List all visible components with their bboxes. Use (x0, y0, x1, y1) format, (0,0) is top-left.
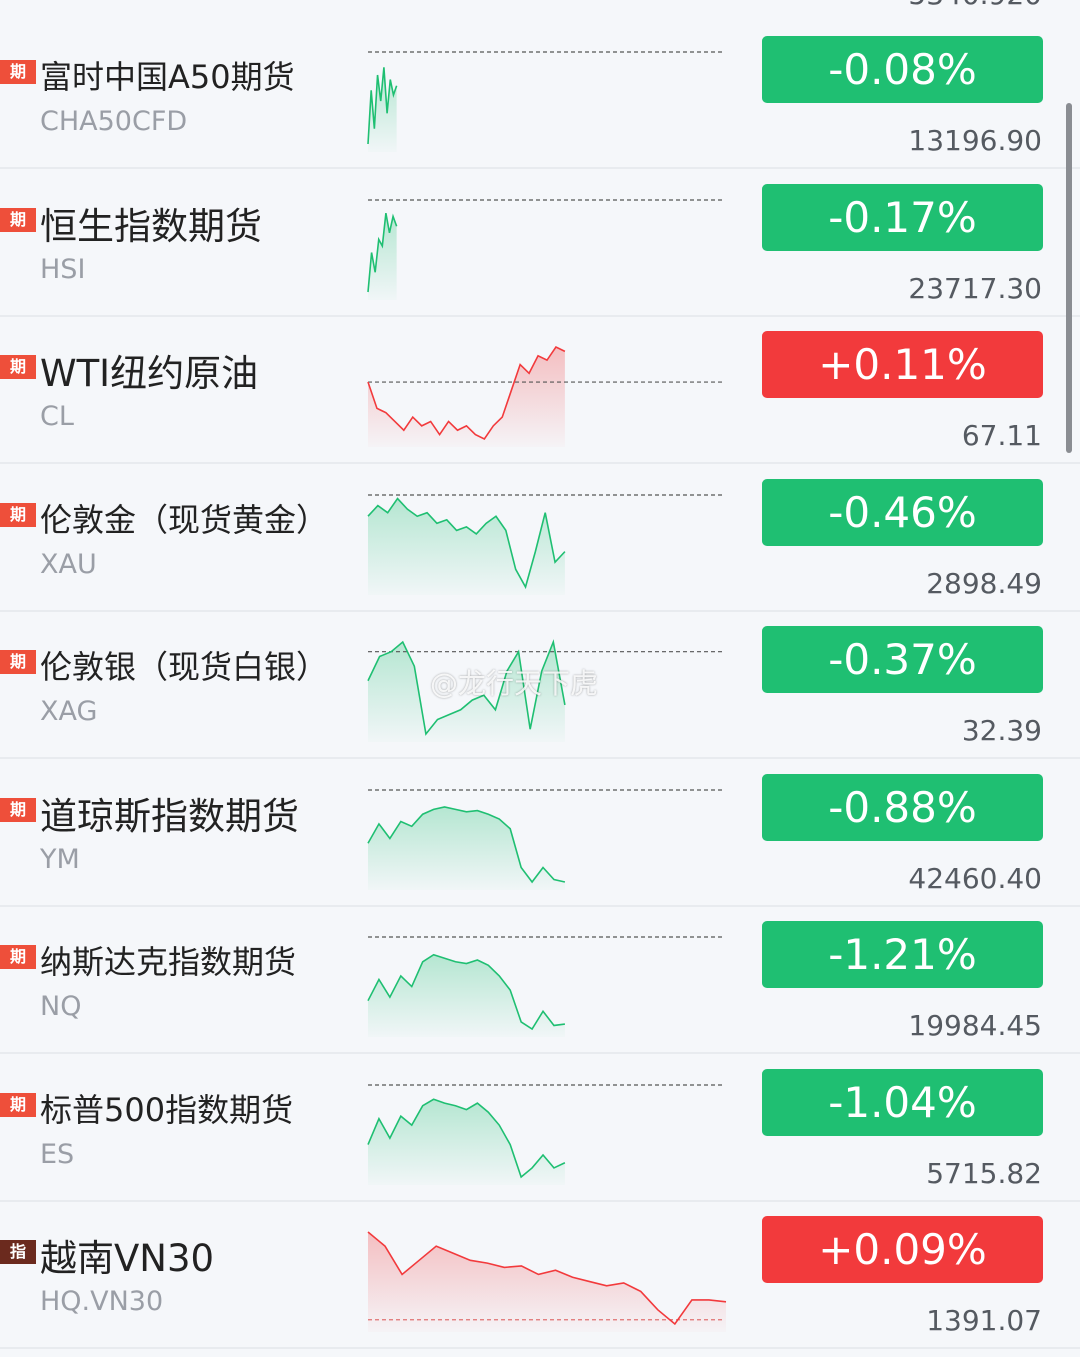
quote-row[interactable]: 指 越南VN30 HQ.VN30 +0.09% 1391.07 (0, 1202, 1080, 1349)
last-price: 42460.40 (908, 861, 1042, 895)
last-price: 1391.07 (926, 1304, 1042, 1337)
futures-badge: 期 (0, 650, 36, 674)
sparkline (367, 198, 724, 300)
sparkline (367, 1083, 724, 1185)
instrument-name: 伦敦金（现货黄金） (40, 500, 329, 539)
change-button[interactable]: -1.04% (762, 1068, 1043, 1136)
quote-row[interactable]: 期 伦敦银（现货白银） XAG -0.37% 32.39 (0, 612, 1080, 759)
futures-badge: 期 (0, 945, 36, 969)
instrument-code: ES (40, 1138, 75, 1170)
last-price: 13196.90 (908, 124, 1042, 157)
change-button[interactable]: -1.21% (762, 921, 1043, 988)
instrument-name: 富时中国A50期货 (40, 58, 295, 96)
quote-row[interactable]: 期 道琼斯指数期货 YM -0.88% 42460.40 (0, 760, 1080, 907)
instrument-code: CHA50CFD (40, 106, 188, 137)
instrument-code: XAU (40, 548, 97, 580)
sparkline (367, 345, 724, 447)
instrument-code: HQ.VN30 (40, 1286, 164, 1317)
change-button[interactable]: +0.09% (762, 1216, 1043, 1283)
futures-badge: 期 (0, 207, 36, 232)
sparkline (367, 51, 724, 152)
quote-row[interactable]: 期 标普500指数期货 ES -1.04% 5715.82 (0, 1055, 1080, 1202)
sparkline-area (368, 498, 565, 595)
instrument-code: NQ (40, 991, 82, 1022)
futures-badge: 期 (0, 60, 36, 84)
quote-row[interactable]: 期 伦敦金（现货黄金） XAU -0.46% 2898.49 (0, 465, 1080, 612)
instrument-code: YM (40, 843, 80, 875)
previous-row-price: 5340.920 (908, 0, 1042, 11)
last-price: 32.39 (961, 714, 1042, 747)
sparkline (367, 639, 724, 742)
sparkline-line (367, 805, 566, 883)
instrument-name: 标普500指数期货 (40, 1090, 294, 1129)
sparkline-area (368, 212, 397, 300)
quote-row[interactable]: 期 富时中国A50期货 CHA50CFD -0.08% 13196.90 (0, 22, 1080, 169)
sparkline-line (367, 1231, 727, 1326)
last-price: 5715.82 (926, 1156, 1042, 1190)
sparkline-area (368, 642, 565, 742)
sparkline (367, 788, 724, 890)
last-price: 67.11 (961, 419, 1042, 452)
futures-badge: 期 (0, 502, 36, 527)
change-button[interactable]: -0.88% (762, 773, 1043, 841)
instrument-name: 恒生指数期货 (40, 204, 262, 248)
watermark: @龙行天下虎 (430, 667, 599, 700)
quote-row[interactable]: 期 纳斯达克指数期货 NQ -1.21% 19984.45 (0, 907, 1080, 1054)
instrument-code: XAG (40, 696, 98, 727)
sparkline-line (367, 496, 566, 589)
change-button[interactable]: -0.46% (762, 478, 1043, 546)
sparkline (367, 1231, 727, 1332)
last-price: 2898.49 (926, 566, 1042, 600)
sparkline-line (367, 953, 566, 1031)
instrument-code: CL (40, 401, 74, 432)
last-price: 23717.30 (908, 271, 1042, 305)
quote-row[interactable]: 期 恒生指数期货 HSI -0.17% 23717.30 (0, 170, 1080, 317)
instrument-name: 纳斯达克指数期货 (40, 943, 297, 981)
change-button[interactable]: -0.08% (762, 36, 1043, 103)
sparkline (367, 493, 724, 595)
instrument-code: HSI (40, 253, 86, 285)
instrument-name: WTI纽约原油 (40, 352, 259, 395)
sparkline-area (368, 1232, 726, 1332)
scrollbar[interactable] (1066, 103, 1072, 453)
instrument-name: 越南VN30 (40, 1237, 215, 1280)
sparkline-line (367, 67, 398, 145)
instrument-name: 伦敦银（现货白银） (40, 648, 329, 686)
sparkline-area (368, 806, 565, 890)
quote-row[interactable]: 期 WTI纽约原油 CL +0.11% 67.11 (0, 317, 1080, 464)
change-button[interactable]: +0.11% (762, 331, 1043, 398)
change-button[interactable]: -0.37% (762, 626, 1043, 693)
sparkline-line (367, 1097, 566, 1178)
last-price: 19984.45 (908, 1009, 1042, 1042)
sparkline-line (367, 639, 566, 736)
change-button[interactable]: -0.17% (762, 183, 1043, 251)
sparkline-area (368, 1098, 565, 1185)
futures-badge: 期 (0, 355, 36, 379)
instrument-name: 道琼斯指数期货 (40, 794, 299, 838)
sparkline-line (367, 345, 566, 441)
index-badge: 指 (0, 1240, 36, 1264)
sparkline (367, 936, 724, 1037)
futures-badge: 期 (0, 797, 36, 822)
sparkline-line (367, 212, 398, 292)
futures-badge: 期 (0, 1092, 36, 1117)
